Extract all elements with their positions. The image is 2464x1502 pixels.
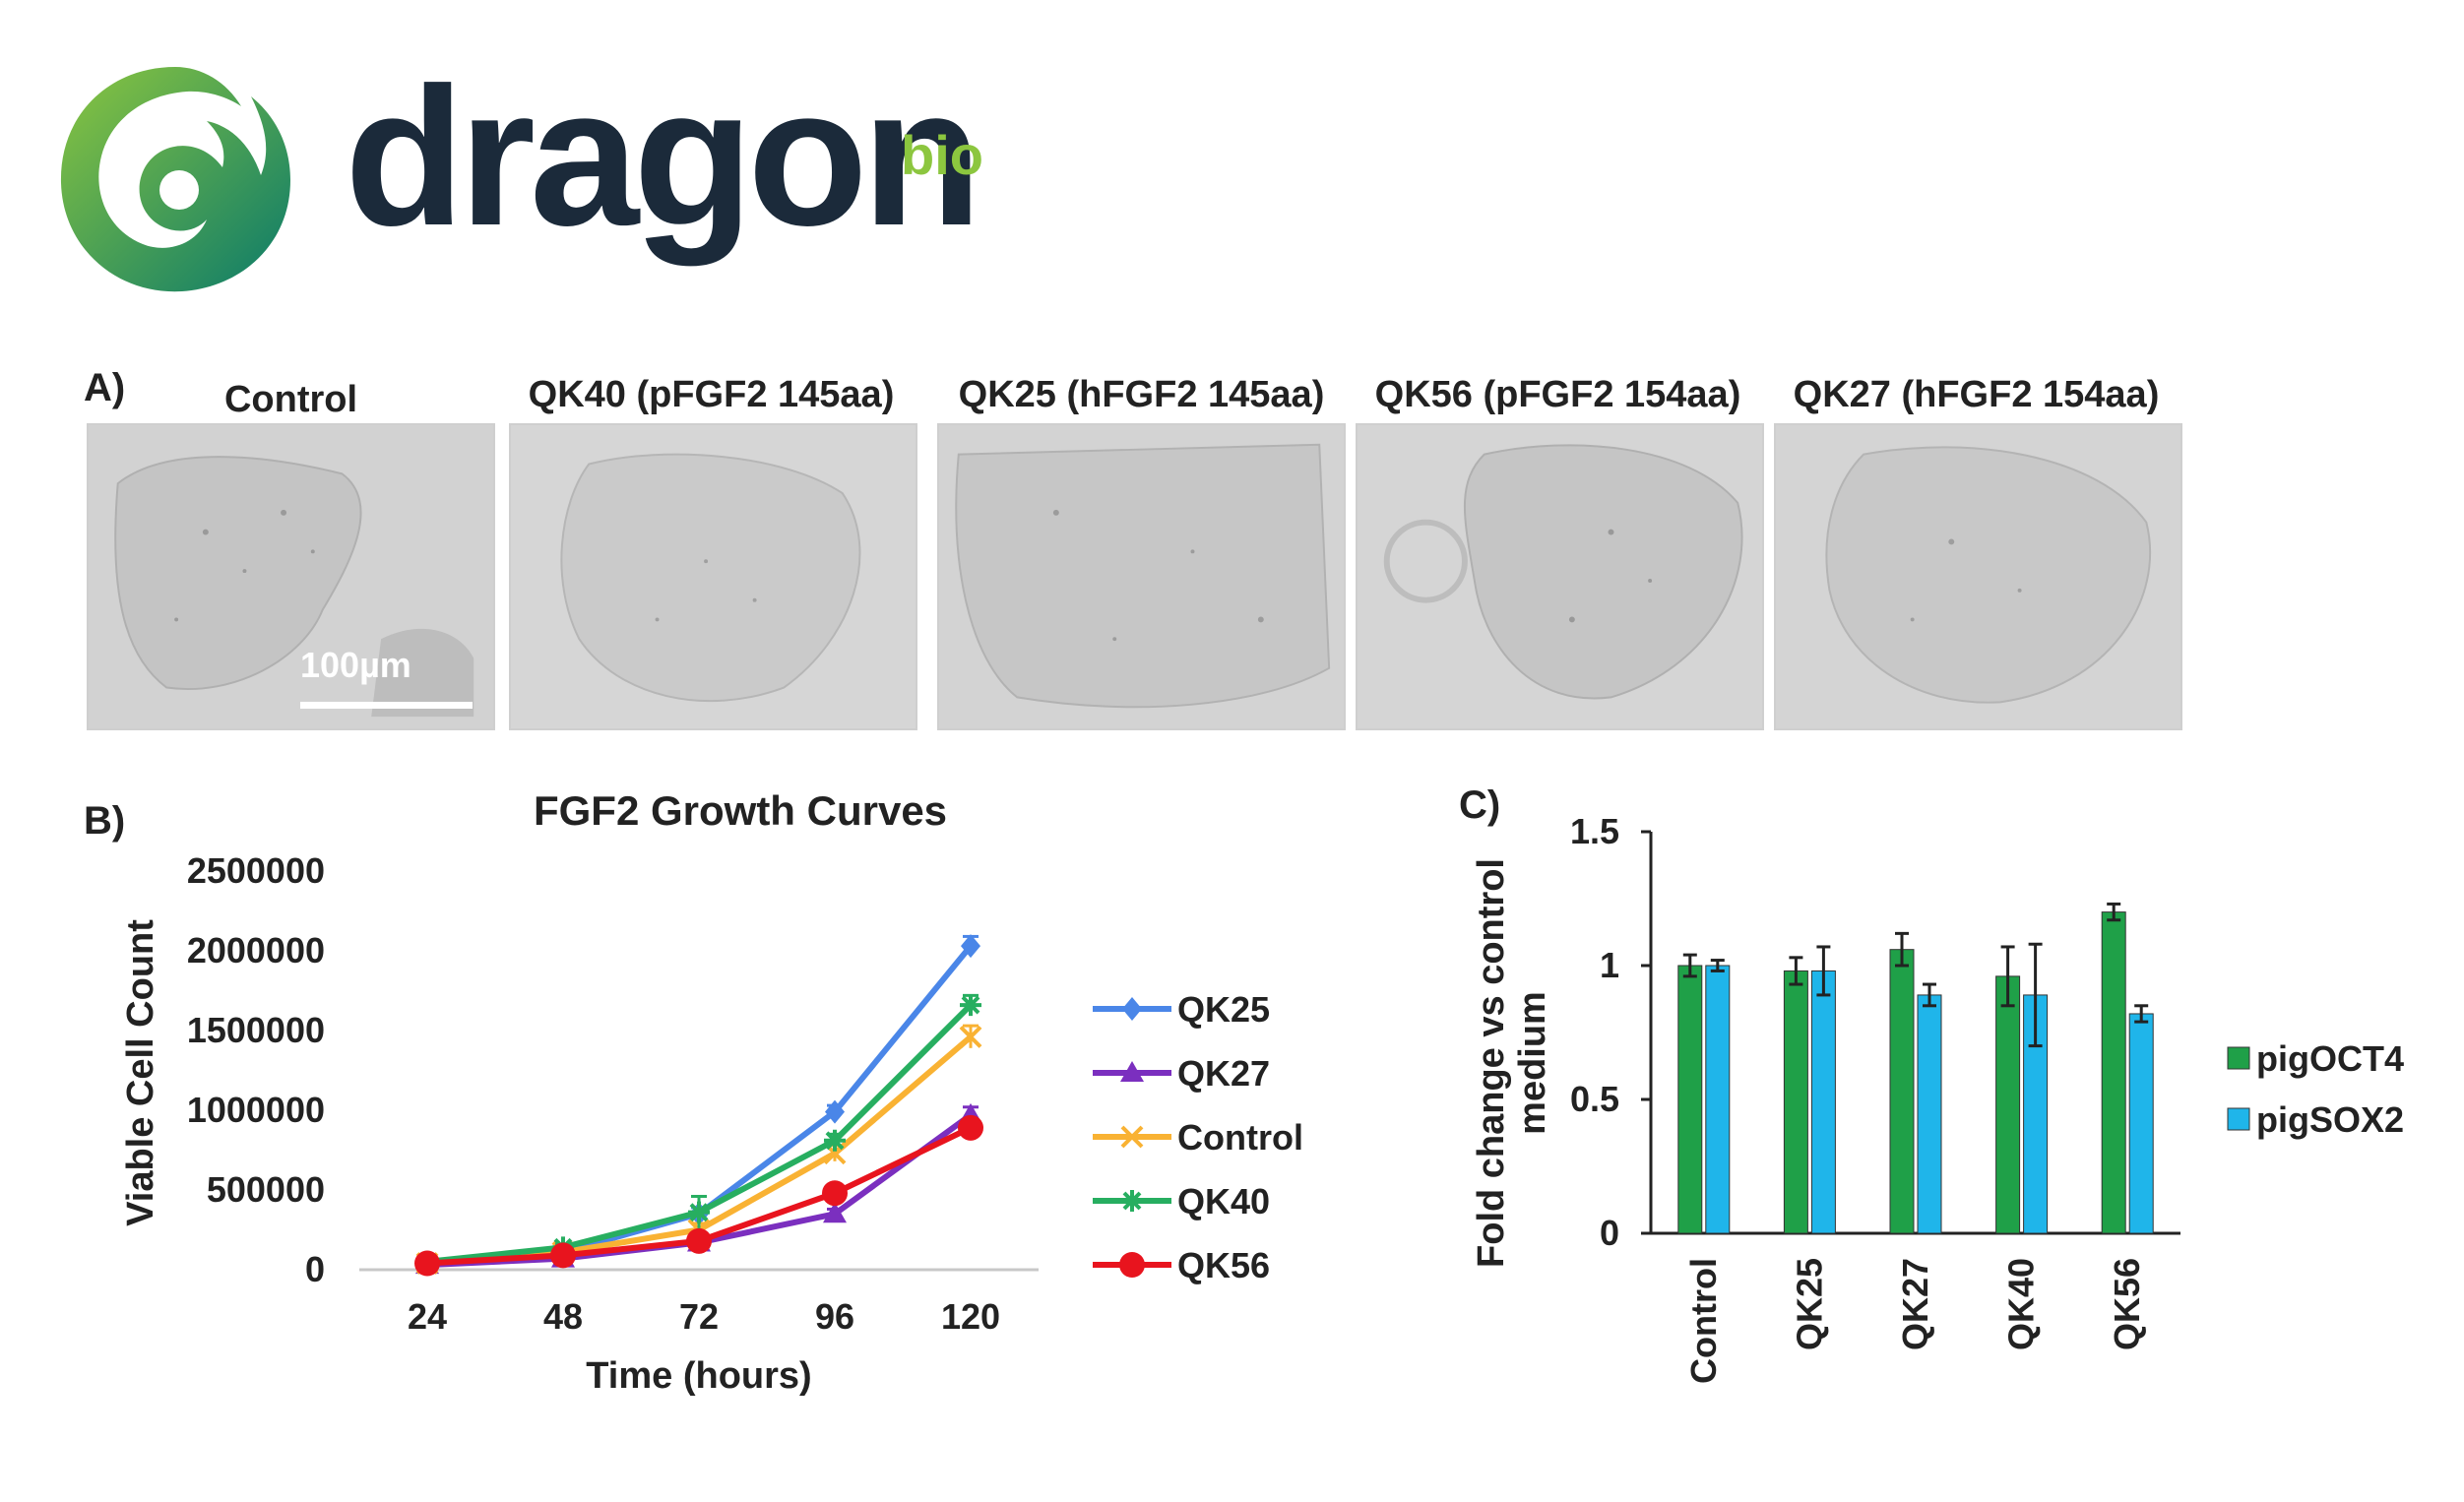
micro-title-qk40: QK40 (pFGF2 145aa) (528, 374, 895, 415)
micrograph-qk27 (1774, 423, 2182, 730)
bar-pigsox2 (2128, 1013, 2154, 1234)
legend-label-qk56: QK56 (1177, 1245, 1270, 1285)
x-tick-label: Control (1683, 1258, 1724, 1384)
panel-c-letter: C) (1459, 783, 1501, 827)
data-point (960, 994, 981, 1017)
data-point (823, 1202, 847, 1223)
brand-suffix: bio (901, 124, 983, 186)
x-axis-label: Time (hours) (586, 1355, 811, 1397)
micro-title-control: Control (223, 379, 358, 420)
micrograph-qk40 (509, 423, 917, 730)
data-point (688, 1201, 710, 1223)
bar-pigoct4 (2101, 911, 2126, 1234)
y-tick-label: 1500000 (187, 1010, 325, 1050)
x-tick-label: 72 (679, 1296, 719, 1337)
chart-title: FGF2 Growth Curves (534, 787, 947, 834)
legend-marker-qk40 (1121, 1190, 1143, 1212)
data-point (550, 1242, 576, 1269)
dragon-logo-icon (60, 67, 290, 292)
micrograph-control (87, 423, 495, 730)
micro-title-qk56: QK56 (pFGF2 154aa) (1374, 374, 1741, 415)
legend-marker-qk25 (1122, 997, 1142, 1021)
legend-label-qk27: QK27 (1177, 1053, 1270, 1094)
y-tick-label: 0.5 (1570, 1079, 1619, 1119)
micrograph-qk25 (937, 423, 1346, 730)
panel-a-letter: A) (84, 366, 126, 409)
legend-swatch-pigsox2 (2227, 1107, 2250, 1131)
bar-pigsox2 (1810, 970, 1836, 1234)
legend-marker-qk27 (1120, 1061, 1144, 1082)
data-point (824, 1129, 846, 1152)
bar-pigoct4 (1783, 970, 1808, 1234)
legend-swatch-pigoct4 (2227, 1046, 2250, 1070)
bar-pigoct4 (1889, 949, 1915, 1234)
x-tick-label: QK40 (2001, 1258, 2042, 1350)
bar-pigsox2 (1917, 994, 1942, 1234)
bar-pigoct4 (1677, 965, 1703, 1234)
x-tick-label: 48 (543, 1296, 583, 1337)
data-point (414, 1250, 440, 1277)
data-point (961, 934, 980, 959)
scale-bar-label: 100µm (300, 645, 411, 685)
bar-pigsox2 (1705, 965, 1731, 1234)
y-tick-label: 0 (1600, 1213, 1619, 1253)
data-point (959, 1026, 982, 1048)
y-tick-label: 1.5 (1570, 811, 1619, 851)
x-tick-label: QK25 (1789, 1258, 1829, 1350)
micro-title-qk25: QK25 (hFGF2 145aa) (958, 374, 1325, 415)
micro-title-qk27: QK27 (hFGF2 154aa) (1793, 374, 2160, 415)
micrograph-qk56 (1356, 423, 1764, 730)
y-tick-label: 0 (305, 1249, 325, 1289)
y-tick-label: 500000 (207, 1169, 325, 1210)
data-point (822, 1180, 848, 1207)
data-point (825, 1099, 845, 1124)
scale-bar (300, 702, 473, 709)
series-qk56 (414, 1114, 983, 1277)
y-tick-label: 2000000 (187, 930, 325, 970)
x-tick-label: QK27 (1895, 1258, 1935, 1350)
legend-label-pigoct4: pigOCT4 (2256, 1038, 2404, 1079)
y-tick-label: 1000000 (187, 1090, 325, 1130)
y-tick-label: 2500000 (187, 850, 325, 891)
legend-marker-control (1120, 1125, 1144, 1149)
y-axis-label: Fold change vs controlmedium (1471, 858, 1553, 1268)
data-point (958, 1114, 983, 1141)
x-tick-label: QK56 (2107, 1258, 2147, 1350)
legend-label-qk25: QK25 (1177, 989, 1270, 1030)
x-tick-label: 24 (408, 1296, 447, 1337)
legend-label-control: Control (1177, 1117, 1303, 1158)
bar-pigoct4 (1995, 975, 2021, 1234)
brand-wordmark: dragon (345, 47, 982, 267)
legend-label-pigsox2: pigSOX2 (2256, 1099, 2404, 1140)
legend-marker-qk56 (1119, 1252, 1145, 1278)
x-tick-label: 120 (941, 1296, 1000, 1337)
data-point (686, 1227, 712, 1254)
panel-b-letter: B) (84, 799, 126, 843)
y-tick-label: 1 (1600, 945, 1619, 985)
legend-label-qk40: QK40 (1177, 1181, 1270, 1221)
y-axis-label: Viable Cell Count (120, 919, 161, 1226)
x-tick-label: 96 (815, 1296, 854, 1337)
